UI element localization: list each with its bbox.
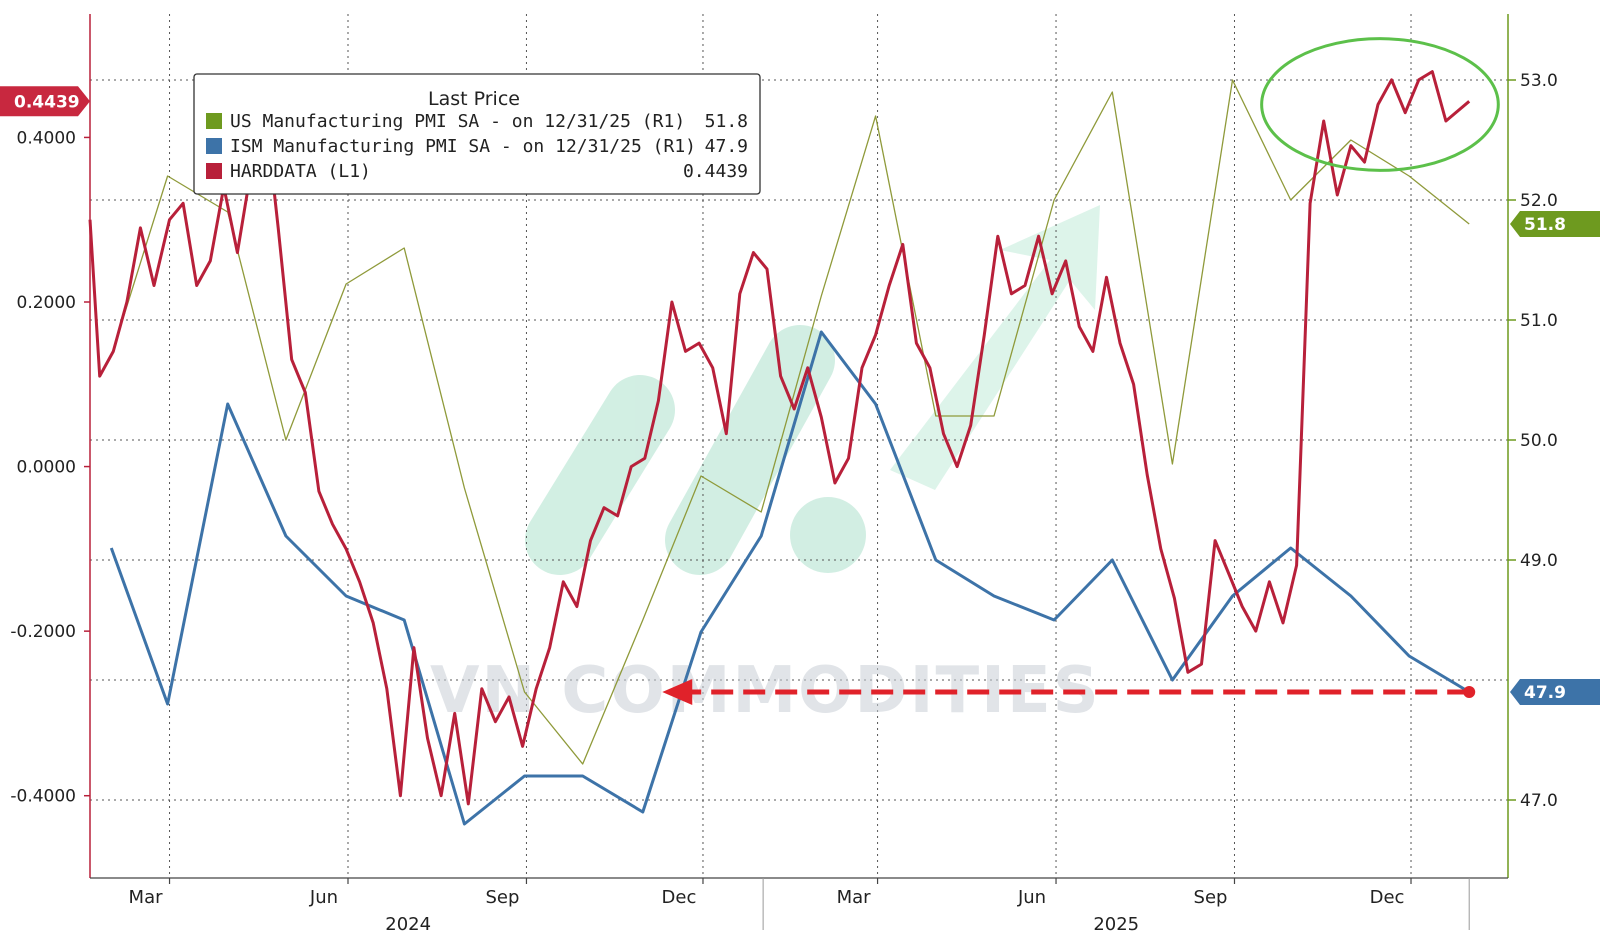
legend-value: 51.8	[705, 111, 748, 132]
x-tick-label: Jun	[1017, 887, 1046, 908]
legend-swatch	[206, 163, 222, 179]
right-value-tag	[1510, 211, 1600, 237]
x-year-label: 2025	[1093, 914, 1139, 935]
legend-value: 47.9	[705, 136, 748, 157]
x-tick-label: Mar	[129, 887, 164, 908]
left-tick-label: 0.4000	[17, 128, 76, 148]
right-tick-label: 47.0	[1520, 791, 1558, 811]
axes	[89, 14, 1509, 930]
watermark-stroke-1	[525, 375, 675, 575]
left-tick-label: 0.2000	[17, 293, 76, 313]
x-axis-ticks: Mar Jun Sep Dec Mar Jun Sep Dec 2024 2025	[129, 878, 1412, 935]
x-tick-label: Sep	[1194, 887, 1228, 908]
legend-box	[193, 73, 761, 195]
right-tick-label: 52.0	[1520, 191, 1558, 211]
dashed-arrow-origin-dot	[1463, 686, 1476, 698]
legend-label: US Manufacturing PMI SA - on 12/31/25 (R…	[230, 111, 685, 132]
left-value-tag-label: 0.4439	[14, 92, 80, 112]
legend-value: 0.4439	[683, 161, 748, 182]
left-tick-label: -0.2000	[10, 622, 76, 642]
watermark-dot	[790, 497, 866, 573]
watermark-stroke-2	[665, 325, 835, 575]
x-tick-label: Dec	[1370, 887, 1405, 908]
x-tick-label: Jun	[309, 887, 338, 908]
legend-label: HARDDATA (L1)	[230, 161, 371, 182]
grid	[90, 14, 1508, 878]
x-tick-label: Mar	[837, 887, 872, 908]
right-tick-label: 51.0	[1520, 311, 1558, 331]
legend-swatch	[206, 138, 222, 154]
left-tick-label: 0.0000	[17, 458, 76, 478]
value-tags: 51.8 47.9 0.4439	[0, 86, 1600, 705]
legend-title: Last Price	[428, 88, 520, 110]
right-tick-label: 49.0	[1520, 551, 1558, 571]
series-layer	[88, 70, 1471, 826]
left-value-tag	[0, 86, 90, 117]
right-tick-label: 53.0	[1520, 71, 1558, 91]
right-tick-label: 50.0	[1520, 431, 1558, 451]
x-year-label: 2024	[385, 914, 431, 935]
annotation-layer	[662, 37, 1500, 705]
dashed-arrow-head	[662, 679, 693, 705]
legend: Last Price US Manufacturing PMI SA - on …	[193, 73, 761, 195]
right-value-tag	[1510, 679, 1600, 705]
x-tick-label: Dec	[662, 887, 697, 908]
left-tick-label: -0.4000	[10, 787, 76, 807]
left-axis-ticks: 0.4000 0.2000 0.0000 -0.2000 -0.4000	[10, 128, 90, 807]
legend-swatch	[206, 113, 222, 129]
legend-label: ISM Manufacturing PMI SA - on 12/31/25 (…	[230, 136, 696, 157]
right-axis-ticks: 53.0 52.0 51.0 50.0 49.0 47.0	[1508, 71, 1558, 811]
x-tick-label: Sep	[485, 887, 519, 908]
right-value-tag-label: 51.8	[1524, 215, 1566, 235]
series-line-harddata	[88, 70, 1471, 806]
watermark-logo	[525, 205, 1100, 575]
series-line-ism-manufacturing-pmi-sa	[109, 330, 1470, 826]
right-value-tag-label: 47.9	[1524, 683, 1566, 703]
legend-entries: US Manufacturing PMI SA - on 12/31/25 (R…	[206, 111, 748, 182]
highlight-ellipse	[1260, 37, 1500, 172]
